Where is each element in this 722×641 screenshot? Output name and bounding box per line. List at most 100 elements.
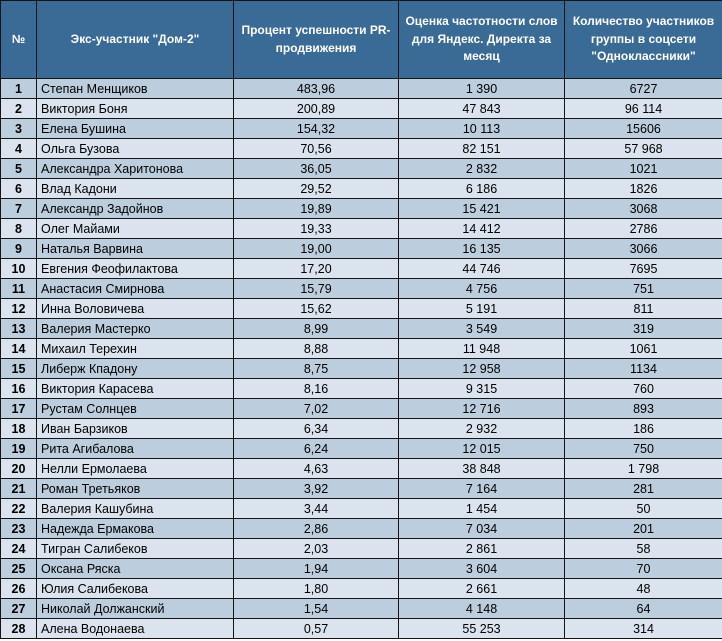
cell-ok-members: 1 798 bbox=[564, 458, 722, 479]
table-row: 23 Надежда Ермакова 2,86 7 034 201 bbox=[0, 518, 722, 539]
cell-ok-members: 281 bbox=[564, 478, 722, 499]
table-row: 4 Ольга Бузова 70,56 82 151 57 968 bbox=[0, 138, 722, 159]
cell-participant: Виктория Карасева bbox=[36, 378, 234, 399]
table-row: 10 Евгения Феофилактова 17,20 44 746 769… bbox=[0, 258, 722, 279]
cell-yandex-frequency: 2 861 bbox=[398, 538, 565, 559]
table-row: 21 Роман Третьяков 3,92 7 164 281 bbox=[0, 478, 722, 499]
cell-ok-members: 3068 bbox=[564, 198, 722, 219]
cell-yandex-frequency: 82 151 bbox=[398, 138, 565, 159]
cell-participant: Инна Воловичева bbox=[36, 298, 234, 319]
cell-ok-members: 6727 bbox=[564, 78, 722, 99]
cell-number: 8 bbox=[0, 218, 37, 239]
table-row: 16 Виктория Карасева 8,16 9 315 760 bbox=[0, 378, 722, 399]
table-row: 13 Валерия Мастерко 8,99 3 549 319 bbox=[0, 318, 722, 339]
cell-participant: Александра Харитонова bbox=[36, 158, 234, 179]
cell-ok-members: 2786 bbox=[564, 218, 722, 239]
cell-ok-members: 58 bbox=[564, 538, 722, 559]
cell-pr-success-percent: 19,89 bbox=[233, 198, 399, 219]
cell-number: 18 bbox=[0, 418, 37, 439]
cell-number: 7 bbox=[0, 198, 37, 219]
cell-participant: Елена Бушина bbox=[36, 118, 234, 139]
table-body: 1 Степан Менщиков 483,96 1 390 6727 2 Ви… bbox=[0, 78, 722, 639]
cell-participant: Наталья Варвина bbox=[36, 238, 234, 259]
table-row: 25 Оксана Ряска 1,94 3 604 70 bbox=[0, 558, 722, 579]
cell-number: 23 bbox=[0, 518, 37, 539]
cell-yandex-frequency: 10 113 bbox=[398, 118, 565, 139]
cell-pr-success-percent: 3,92 bbox=[233, 478, 399, 499]
table-row: 18 Иван Барзиков 6,34 2 932 186 bbox=[0, 418, 722, 439]
cell-number: 15 bbox=[0, 358, 37, 379]
cell-ok-members: 811 bbox=[564, 298, 722, 319]
cell-participant: Анастасия Смирнова bbox=[36, 278, 234, 299]
table-row: 27 Николай Должанский 1,54 4 148 64 bbox=[0, 598, 722, 619]
table-row: 1 Степан Менщиков 483,96 1 390 6727 bbox=[0, 78, 722, 99]
cell-pr-success-percent: 19,33 bbox=[233, 218, 399, 239]
cell-participant: Иван Барзиков bbox=[36, 418, 234, 439]
cell-number: 13 bbox=[0, 318, 37, 339]
cell-participant: Нелли Ермолаева bbox=[36, 458, 234, 479]
cell-yandex-frequency: 2 932 bbox=[398, 418, 565, 439]
cell-yandex-frequency: 3 549 bbox=[398, 318, 565, 339]
cell-pr-success-percent: 36,05 bbox=[233, 158, 399, 179]
cell-number: 12 bbox=[0, 298, 37, 319]
table-row: 28 Алена Водонаева 0,57 55 253 314 bbox=[0, 618, 722, 639]
table-row: 20 Нелли Ермолаева 4,63 38 848 1 798 bbox=[0, 458, 722, 479]
cell-yandex-frequency: 5 191 bbox=[398, 298, 565, 319]
table-row: 22 Валерия Кашубина 3,44 1 454 50 bbox=[0, 498, 722, 519]
cell-pr-success-percent: 1,80 bbox=[233, 578, 399, 599]
cell-ok-members: 3066 bbox=[564, 238, 722, 259]
cell-pr-success-percent: 17,20 bbox=[233, 258, 399, 279]
table-row: 19 Рита Агибалова 6,24 12 015 750 bbox=[0, 438, 722, 459]
cell-yandex-frequency: 1 454 bbox=[398, 498, 565, 519]
cell-number: 24 bbox=[0, 538, 37, 559]
cell-participant: Николай Должанский bbox=[36, 598, 234, 619]
table-row: 2 Виктория Боня 200,89 47 843 96 114 bbox=[0, 98, 722, 119]
cell-ok-members: 1061 bbox=[564, 338, 722, 359]
cell-yandex-frequency: 12 716 bbox=[398, 398, 565, 419]
table-row: 7 Александр Задойнов 19,89 15 421 3068 bbox=[0, 198, 722, 219]
cell-number: 3 bbox=[0, 118, 37, 139]
cell-yandex-frequency: 12 958 bbox=[398, 358, 565, 379]
cell-participant: Виктория Боня bbox=[36, 98, 234, 119]
table-row: 8 Олег Майами 19,33 14 412 2786 bbox=[0, 218, 722, 239]
cell-participant: Юлия Салибекова bbox=[36, 578, 234, 599]
cell-participant: Олег Майами bbox=[36, 218, 234, 239]
table-row: 12 Инна Воловичева 15,62 5 191 811 bbox=[0, 298, 722, 319]
cell-yandex-frequency: 38 848 bbox=[398, 458, 565, 479]
cell-ok-members: 15606 bbox=[564, 118, 722, 139]
cell-pr-success-percent: 15,62 bbox=[233, 298, 399, 319]
cell-yandex-frequency: 1 390 bbox=[398, 78, 565, 99]
cell-participant: Роман Третьяков bbox=[36, 478, 234, 499]
cell-ok-members: 186 bbox=[564, 418, 722, 439]
cell-participant: Влад Кадони bbox=[36, 178, 234, 199]
cell-participant: Рита Агибалова bbox=[36, 438, 234, 459]
table-row: 17 Рустам Солнцев 7,02 12 716 893 bbox=[0, 398, 722, 419]
cell-number: 5 bbox=[0, 158, 37, 179]
cell-participant: Тигран Салибеков bbox=[36, 538, 234, 559]
cell-number: 6 bbox=[0, 178, 37, 199]
cell-pr-success-percent: 1,94 bbox=[233, 558, 399, 579]
cell-ok-members: 314 bbox=[564, 618, 722, 639]
cell-yandex-frequency: 2 661 bbox=[398, 578, 565, 599]
cell-number: 17 bbox=[0, 398, 37, 419]
cell-participant: Надежда Ермакова bbox=[36, 518, 234, 539]
cell-participant: Степан Менщиков bbox=[36, 78, 234, 99]
table-row: 11 Анастасия Смирнова 15,79 4 756 751 bbox=[0, 278, 722, 299]
cell-pr-success-percent: 6,34 bbox=[233, 418, 399, 439]
cell-ok-members: 1021 bbox=[564, 158, 722, 179]
cell-yandex-frequency: 6 186 bbox=[398, 178, 565, 199]
cell-participant: Рустам Солнцев bbox=[36, 398, 234, 419]
cell-ok-members: 750 bbox=[564, 438, 722, 459]
cell-yandex-frequency: 44 746 bbox=[398, 258, 565, 279]
cell-ok-members: 64 bbox=[564, 598, 722, 619]
table-row: 9 Наталья Варвина 19,00 16 135 3066 bbox=[0, 238, 722, 259]
table-row: 14 Михаил Терехин 8,88 11 948 1061 bbox=[0, 338, 722, 359]
cell-ok-members: 1826 bbox=[564, 178, 722, 199]
cell-pr-success-percent: 70,56 bbox=[233, 138, 399, 159]
cell-yandex-frequency: 15 421 bbox=[398, 198, 565, 219]
header-participant: Экс-участник "Дом-2" bbox=[36, 0, 234, 79]
header-pr-success-percent: Процент успешности PR-продвижения bbox=[233, 0, 399, 79]
cell-number: 25 bbox=[0, 558, 37, 579]
cell-participant: Валерия Мастерко bbox=[36, 318, 234, 339]
cell-number: 1 bbox=[0, 78, 37, 99]
